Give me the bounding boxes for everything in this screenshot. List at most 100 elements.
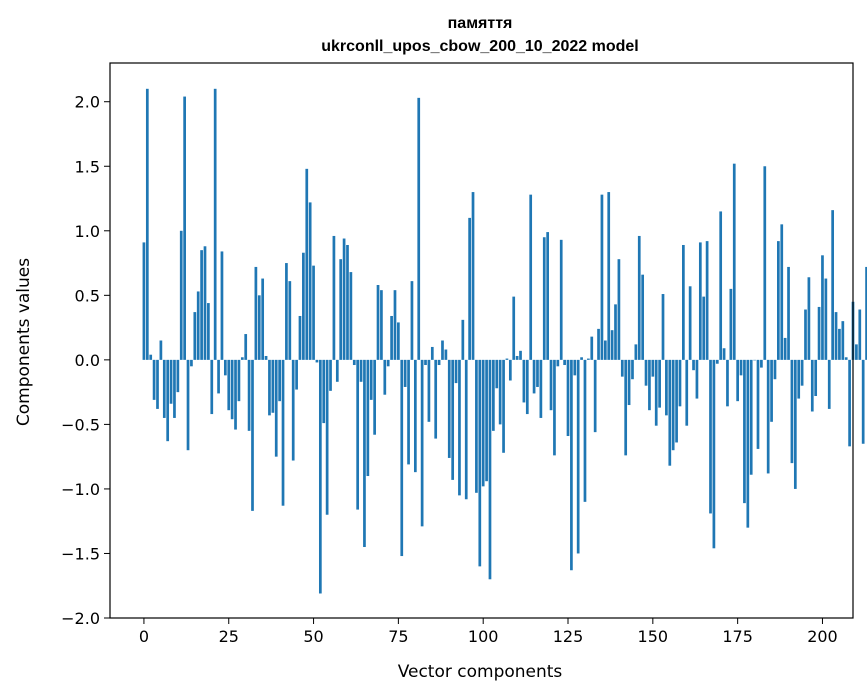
bar-165: [702, 296, 706, 360]
bar-24: [223, 359, 227, 376]
bar-207: [844, 357, 848, 360]
bar-190: [787, 266, 790, 360]
bar-23: [220, 251, 224, 360]
bar-36: [264, 355, 268, 360]
bar-201: [824, 278, 828, 360]
bar-22: [217, 359, 220, 394]
bar-42: [285, 263, 288, 360]
bar-90: [447, 359, 451, 458]
bar-147: [641, 274, 645, 360]
x-tick-label: 175: [722, 627, 753, 646]
bar-200: [821, 255, 824, 360]
bar-62: [352, 359, 356, 366]
bar-117: [539, 359, 543, 418]
bar-208: [848, 359, 851, 447]
bar-70: [380, 290, 383, 360]
bar-25: [227, 359, 231, 411]
bar-88: [441, 340, 444, 360]
bar-131: [587, 358, 590, 360]
bar-164: [698, 242, 702, 360]
bar-55: [329, 359, 332, 391]
bar-189: [783, 337, 787, 360]
bar-170: [719, 211, 723, 360]
bar-121: [553, 359, 556, 456]
bar-4: [156, 359, 159, 409]
bar-13: [186, 359, 190, 451]
bar-197: [810, 359, 814, 412]
bar-159: [682, 244, 685, 360]
bar-101: [485, 359, 488, 482]
bar-64: [359, 359, 363, 382]
bar-78: [407, 359, 410, 465]
bar-20: [210, 359, 214, 415]
x-tick-label: 0: [139, 627, 149, 646]
bar-157: [675, 359, 678, 443]
bar-141: [620, 359, 624, 377]
bar-142: [624, 359, 628, 456]
bar-59: [342, 238, 346, 360]
bar-37: [268, 359, 271, 416]
bar-194: [800, 359, 804, 386]
bar-110: [515, 355, 519, 360]
bar-210: [855, 344, 858, 360]
bar-89: [444, 349, 448, 360]
bar-160: [685, 359, 689, 426]
bar-66: [366, 359, 370, 477]
bar-65: [363, 359, 366, 548]
bar-172: [726, 359, 729, 407]
bar-9: [173, 359, 176, 418]
bar-152: [658, 359, 661, 408]
bar-38: [271, 359, 275, 413]
bar-153: [661, 294, 665, 360]
bar-67: [369, 359, 373, 400]
bar-43: [288, 281, 292, 360]
bar-32: [251, 359, 254, 511]
bar-162: [692, 359, 695, 371]
bar-118: [542, 237, 546, 360]
plot-frame: [109, 62, 854, 619]
bar-127: [573, 359, 577, 376]
bar-149: [648, 359, 651, 411]
bar-188: [780, 224, 784, 360]
bar-72: [386, 359, 390, 367]
bar-115: [532, 359, 536, 394]
bar-12: [183, 96, 186, 360]
y-axis-label: Components values: [14, 258, 34, 426]
bar-139: [614, 304, 617, 360]
bar-135: [600, 194, 604, 360]
bar-84: [427, 359, 431, 422]
bar-28: [237, 359, 241, 402]
bar-128: [576, 359, 580, 554]
bar-130: [583, 359, 587, 502]
bar-18: [203, 246, 207, 360]
y-tick-label: 2.0: [75, 93, 100, 112]
bar-213: [865, 266, 867, 360]
bar-82: [420, 359, 424, 527]
bar-47: [302, 252, 305, 360]
bar-6: [162, 359, 166, 418]
bar-40: [278, 359, 281, 402]
bar-203: [831, 210, 834, 360]
bar-212: [861, 359, 865, 444]
bar-125: [566, 359, 570, 437]
x-tick-label: 125: [553, 627, 584, 646]
bar-195: [804, 309, 807, 360]
bar-123: [559, 239, 563, 360]
bar-85: [430, 346, 434, 360]
bar-100: [481, 359, 485, 487]
bar-196: [807, 277, 811, 360]
bar-45: [295, 359, 298, 390]
bar-205: [838, 328, 841, 360]
y-tick-label: −1.5: [61, 544, 100, 563]
bar-185: [770, 359, 773, 422]
bar-145: [634, 344, 638, 360]
bar-126: [570, 359, 573, 571]
bar-73: [390, 315, 393, 360]
bar-124: [563, 359, 566, 366]
bar-98: [475, 359, 478, 493]
y-tick-label: 0.0: [75, 351, 100, 370]
bar-30: [244, 334, 248, 360]
bar-111: [519, 350, 522, 360]
bar-177: [743, 359, 746, 504]
bar-167: [709, 359, 712, 514]
